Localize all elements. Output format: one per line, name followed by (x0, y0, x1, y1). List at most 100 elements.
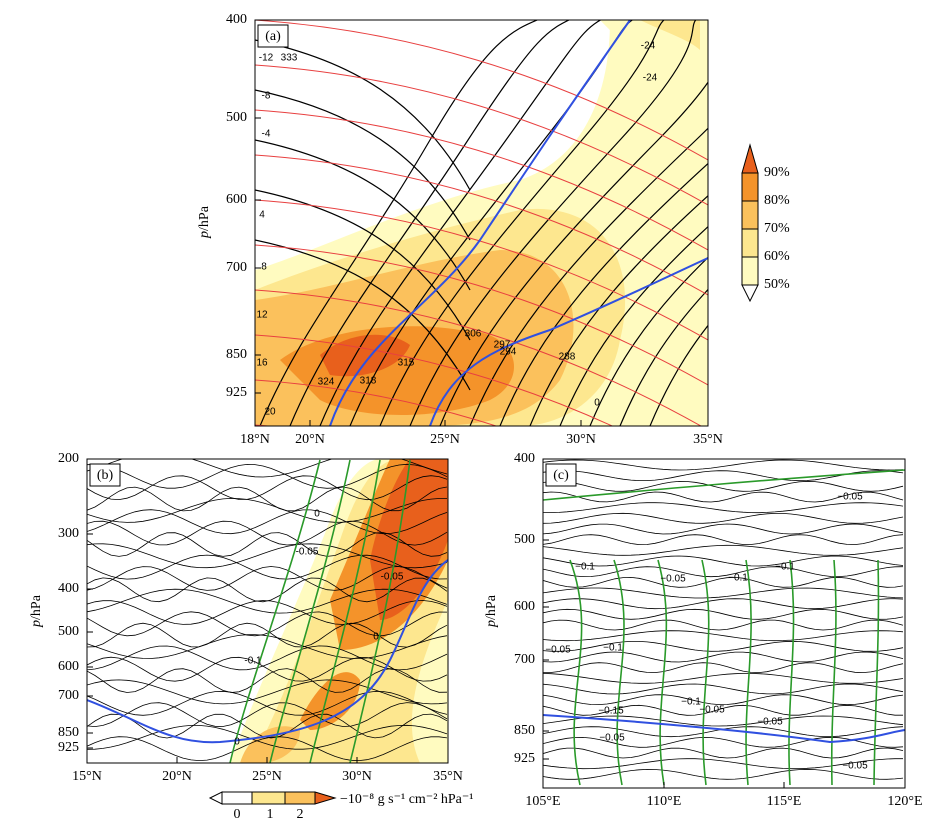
streamline (543, 544, 904, 556)
y-label-var: p (484, 620, 499, 628)
frame-a (254, 19, 709, 427)
isotherm (255, 334, 614, 426)
panel-a-plot (255, 20, 708, 426)
contour-label: 288 (559, 352, 576, 363)
streamline (543, 715, 904, 727)
isotherm (255, 20, 708, 161)
contour-label: -0.05 (296, 547, 319, 558)
streamline (87, 486, 448, 512)
y-tick-label: 500 (58, 624, 79, 639)
streamline (543, 555, 904, 567)
isentrope (499, 162, 708, 426)
y-tick-label: 600 (514, 599, 535, 614)
x-tick-label: 35°N (693, 432, 723, 447)
streamline (543, 704, 903, 716)
isentrope (255, 39, 471, 191)
omega-contour (543, 469, 905, 501)
streamline (87, 634, 448, 659)
contour-label: -0.1 (244, 656, 262, 667)
contour-label: 16 (256, 358, 268, 369)
streamline (87, 600, 448, 625)
contour-label: 0 (594, 398, 600, 409)
omega-contour (701, 559, 710, 786)
contour-label: −0.05 (599, 733, 625, 744)
blue-line (329, 20, 631, 426)
streamline (87, 645, 448, 671)
contour-label: −0.05 (660, 574, 686, 585)
contour-label: 12 (256, 310, 268, 321)
y-tick-label: 500 (226, 110, 247, 125)
x-tick-label: 110°E (647, 794, 682, 809)
streamline (543, 630, 904, 642)
contour-label: 315 (398, 358, 415, 369)
contour-label: 0 (234, 737, 240, 748)
x-tick-label: 15°N (72, 769, 102, 784)
y-axis-label: p/hPa (29, 594, 44, 628)
y-tick-label: 700 (58, 688, 79, 703)
x-tick-label: 105°E (525, 794, 560, 809)
streamline (543, 673, 904, 684)
isentrope (255, 189, 471, 341)
panel-label: (c) (553, 468, 569, 483)
panel-b-plot (87, 459, 448, 763)
streamline (87, 543, 448, 569)
omega-contour (873, 559, 880, 786)
y-label-unit: /hPa (29, 594, 44, 620)
colorbar-unit: −10⁻⁸ g s⁻¹ cm⁻² hPa⁻¹ (340, 792, 473, 807)
streamline (543, 726, 904, 738)
colorbar-label: 80% (764, 193, 790, 208)
contour-label: −0.1 (728, 573, 748, 584)
contour-label: -24 (641, 41, 656, 52)
x-tick-label: 115°E (767, 794, 802, 809)
y-tick-label: 600 (226, 192, 247, 207)
streamline (543, 651, 904, 663)
contour-label: 4 (259, 210, 265, 221)
isentrope (649, 324, 708, 426)
omega-contour (269, 459, 351, 763)
streamline (87, 459, 448, 478)
x-tick-label: 20°N (295, 432, 325, 447)
y-tick-label: 850 (514, 723, 535, 738)
y-axis-label: p/hPa (197, 205, 212, 239)
frame-c (542, 458, 906, 789)
y-tick-label: 400 (514, 451, 535, 466)
panel-label: (b) (97, 468, 114, 483)
x-tick-label: 30°N (566, 432, 596, 447)
colorbar-label: 90% (764, 165, 790, 180)
isentrope (529, 195, 708, 426)
y-tick-label: 700 (226, 260, 247, 275)
streamline (87, 520, 448, 546)
streamline (87, 497, 447, 523)
contour-label: 306 (465, 329, 482, 340)
omega-contour (349, 459, 411, 763)
streamline (543, 534, 904, 546)
isotherm (255, 244, 708, 386)
streamline (543, 480, 904, 492)
panel-label-box (257, 24, 289, 48)
contour-label: −0.05 (842, 761, 868, 772)
contour-label: 294 (500, 347, 517, 358)
colorbar-a (741, 143, 759, 303)
streamline (543, 523, 904, 535)
y-tick-label: 200 (58, 451, 79, 466)
y-tick-label: 400 (58, 581, 79, 596)
y-tick-label: 850 (58, 725, 79, 740)
y-label-var: p (197, 231, 212, 239)
colorbar-label: 60% (764, 249, 790, 264)
isotherm (255, 154, 708, 296)
isotherm (255, 199, 708, 341)
colorbar-label: 1 (267, 807, 274, 822)
y-tick-label: 300 (58, 526, 79, 541)
y-tick-label: 850 (226, 347, 247, 362)
streamline (543, 512, 904, 524)
contour-label: -8 (262, 91, 271, 102)
isotherm (255, 289, 702, 426)
colorbar-label: 50% (764, 277, 790, 292)
colorbar-label: 2 (297, 807, 304, 822)
x-tick-label: 25°N (430, 432, 460, 447)
streamline (87, 588, 448, 614)
streamline (543, 758, 903, 770)
isotherm (255, 109, 708, 251)
streamline (87, 713, 448, 739)
y-label-unit: /hPa (197, 205, 212, 231)
